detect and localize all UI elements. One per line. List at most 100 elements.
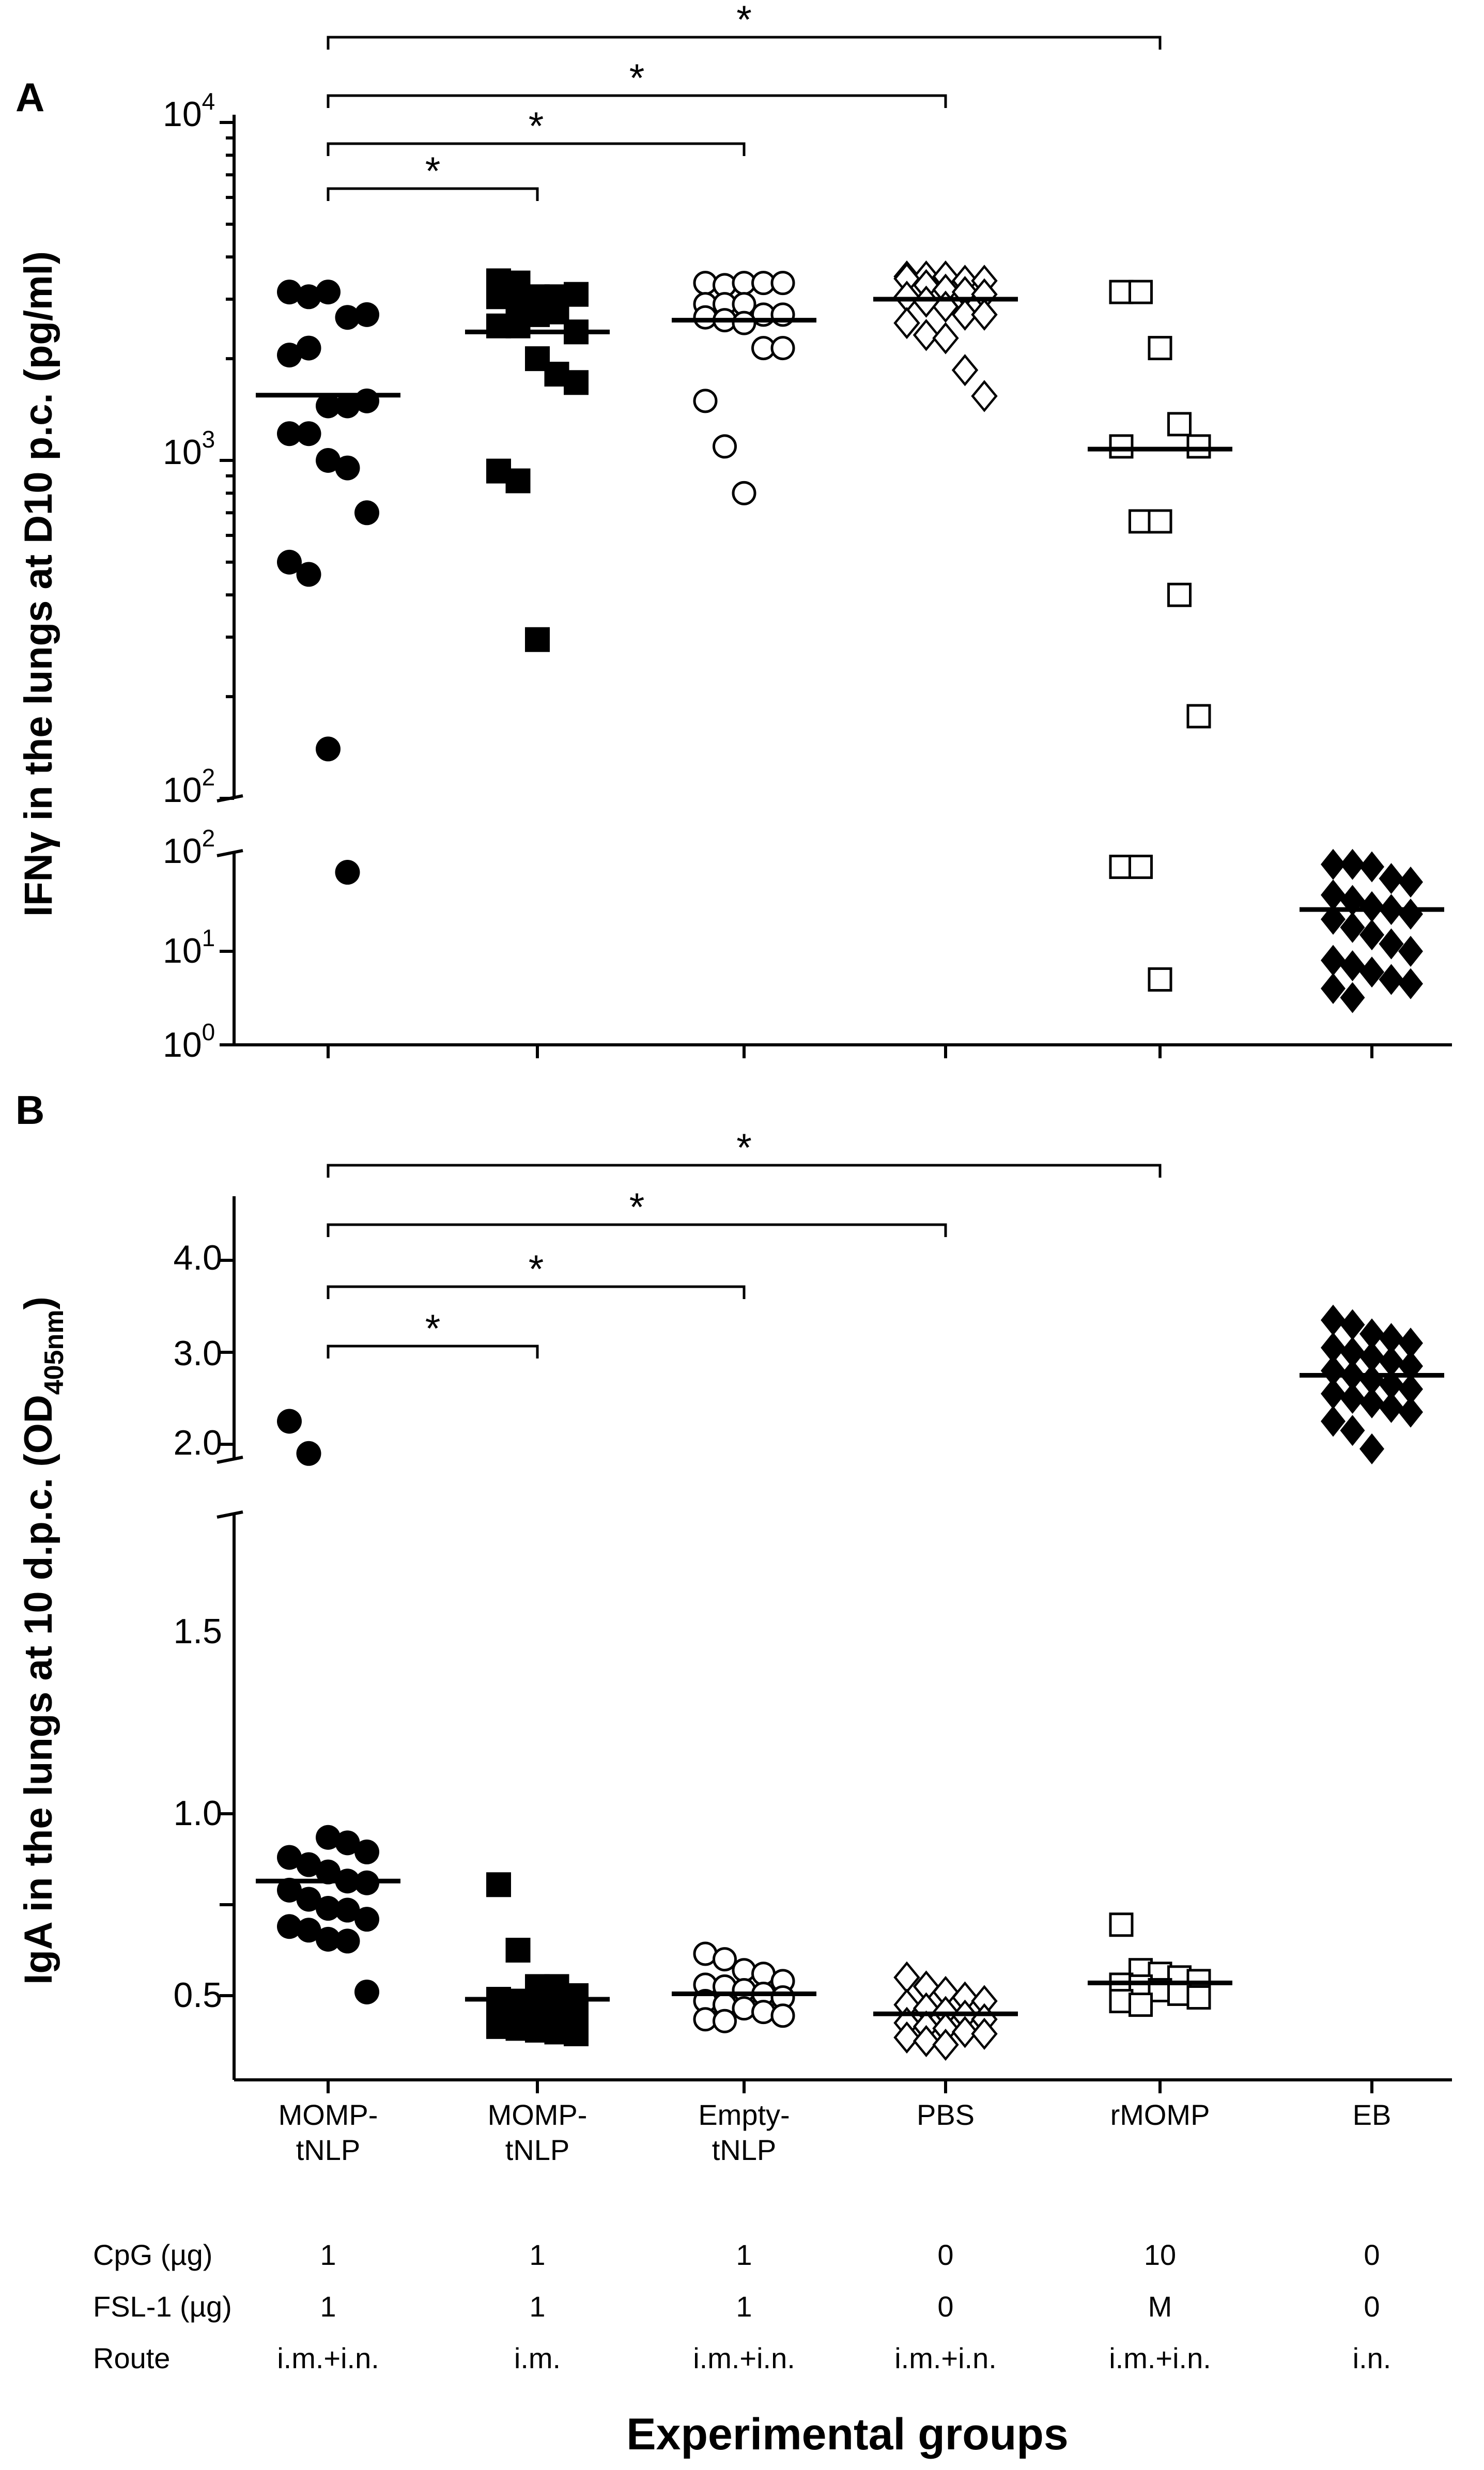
diamond-open-point xyxy=(893,306,920,339)
diamond-filled-point xyxy=(1321,1406,1346,1437)
diamond-filled-point xyxy=(1340,1309,1365,1340)
circle-filled-point xyxy=(296,421,321,446)
significance-star: * xyxy=(736,1126,752,1170)
diamond-filled-point xyxy=(1321,879,1346,911)
y-tick-b-2: 2.0 xyxy=(173,1423,222,1462)
fsl-value: 0 xyxy=(937,2290,953,2323)
diamond-filled-point xyxy=(1321,848,1346,880)
circle-filled-point xyxy=(277,1845,302,1870)
cpg-value: 1 xyxy=(736,2239,752,2271)
significance-bracket xyxy=(327,1164,1162,1178)
square-open-point xyxy=(1186,1985,1211,2010)
circle-open-point xyxy=(732,481,756,505)
square-open-point xyxy=(1167,412,1192,437)
y-tick-b-4: 4.0 xyxy=(173,1238,222,1277)
significance-bracket xyxy=(327,1223,947,1237)
svg-text:103: 103 xyxy=(163,426,215,472)
diamond-filled-point xyxy=(1340,1337,1365,1368)
diamond-open-point xyxy=(971,380,998,412)
diamond-filled-point xyxy=(1398,866,1423,898)
circle-filled-point xyxy=(316,1859,341,1885)
svg-text:102: 102 xyxy=(163,764,215,810)
square-filled-point xyxy=(486,1872,511,1897)
circle-open-point xyxy=(770,271,795,296)
circle-filled-point xyxy=(296,1852,321,1877)
svg-text:101: 101 xyxy=(163,924,215,970)
circle-open-point xyxy=(713,1947,737,1972)
x-axis-label: Experimental groups xyxy=(626,2410,1068,2459)
circle-open-point xyxy=(770,336,795,361)
diamond-open-point xyxy=(951,298,979,331)
significance-star: * xyxy=(629,56,645,100)
diamond-filled-point xyxy=(1359,1387,1384,1418)
circle-filled-point xyxy=(316,393,341,419)
panel-a-axes xyxy=(217,115,1452,1046)
diamond-filled-point xyxy=(1379,1392,1404,1423)
circle-open-point xyxy=(693,389,718,413)
circle-filled-point xyxy=(316,1825,341,1850)
square-open-point xyxy=(1148,967,1172,992)
diamond-filled-point xyxy=(1379,964,1404,995)
circle-open-point xyxy=(732,1996,756,2021)
panel-a-medians xyxy=(256,297,1444,912)
diamond-filled-point xyxy=(1359,956,1384,988)
route-value: i.n. xyxy=(1353,2342,1392,2374)
cpg-value: 1 xyxy=(529,2239,545,2271)
svg-text:102: 102 xyxy=(163,825,215,871)
cpg-value: 0 xyxy=(937,2239,953,2271)
diamond-filled-point xyxy=(1340,848,1365,880)
circle-filled-point xyxy=(316,280,341,305)
category-3-line2: tNLP xyxy=(712,2134,777,2166)
circle-filled-point xyxy=(335,1897,360,1923)
significance-bracket xyxy=(327,1285,746,1299)
significance-star: * xyxy=(425,1307,441,1351)
row-label-fsl: FSL-1 (µg) xyxy=(93,2290,232,2323)
circle-filled-point xyxy=(296,562,321,587)
diamond-open-point xyxy=(971,2017,998,2050)
cpg-value: 0 xyxy=(1364,2239,1380,2271)
circle-filled-point xyxy=(335,393,360,419)
diamond-filled-point xyxy=(1379,928,1404,960)
significance-bracket xyxy=(327,1345,539,1359)
diamond-filled-point xyxy=(1359,1364,1384,1396)
fsl-value: M xyxy=(1148,2290,1172,2323)
circle-filled-point xyxy=(296,284,321,310)
significance-star: * xyxy=(736,0,752,42)
circle-open-point xyxy=(770,2003,795,2028)
diamond-filled-point xyxy=(1359,1433,1384,1464)
circle-filled-point xyxy=(316,1896,341,1921)
panel-a-significance-brackets: * * * * xyxy=(327,0,1162,201)
square-open-point xyxy=(1148,509,1172,534)
diamond-filled-point xyxy=(1340,982,1365,1013)
y-tick-a-10-4: 104 xyxy=(163,88,215,134)
diamond-filled-point xyxy=(1321,1378,1346,1410)
route-value: i.m.+i.n. xyxy=(693,2342,795,2374)
circle-filled-point xyxy=(277,1409,302,1434)
circle-filled-point xyxy=(277,280,302,305)
y-tick-b-1-5: 1.5 xyxy=(173,1612,222,1651)
svg-text:100: 100 xyxy=(163,1018,215,1064)
diamond-filled-point xyxy=(1379,863,1404,894)
square-open-point xyxy=(1109,434,1134,459)
circle-filled-point xyxy=(335,1830,360,1856)
panel-b-data-points xyxy=(277,1304,1423,2061)
diamond-filled-point xyxy=(1359,919,1384,951)
diamond-filled-point xyxy=(1321,1355,1346,1386)
diamond-filled-point xyxy=(1398,1396,1423,1428)
circle-open-point xyxy=(732,1958,756,1983)
category-6-line1: EB xyxy=(1353,2098,1392,2131)
circle-filled-point xyxy=(354,302,379,327)
fsl-value: 1 xyxy=(736,2290,752,2323)
circle-filled-point xyxy=(354,388,379,413)
cpg-value: 10 xyxy=(1144,2239,1176,2271)
circle-filled-point xyxy=(354,1979,379,2004)
diamond-open-point xyxy=(913,2025,940,2058)
y-tick-a-10-2-lower: 102 xyxy=(163,825,215,871)
circle-filled-point xyxy=(277,343,302,368)
route-value: i.m.+i.n. xyxy=(894,2342,997,2374)
route-value: i.m.+i.n. xyxy=(277,2342,379,2374)
square-open-point xyxy=(1109,1912,1134,1937)
diamond-filled-point xyxy=(1321,973,1346,1005)
panel-b-significance-brackets: * * * * xyxy=(327,1126,1162,1359)
